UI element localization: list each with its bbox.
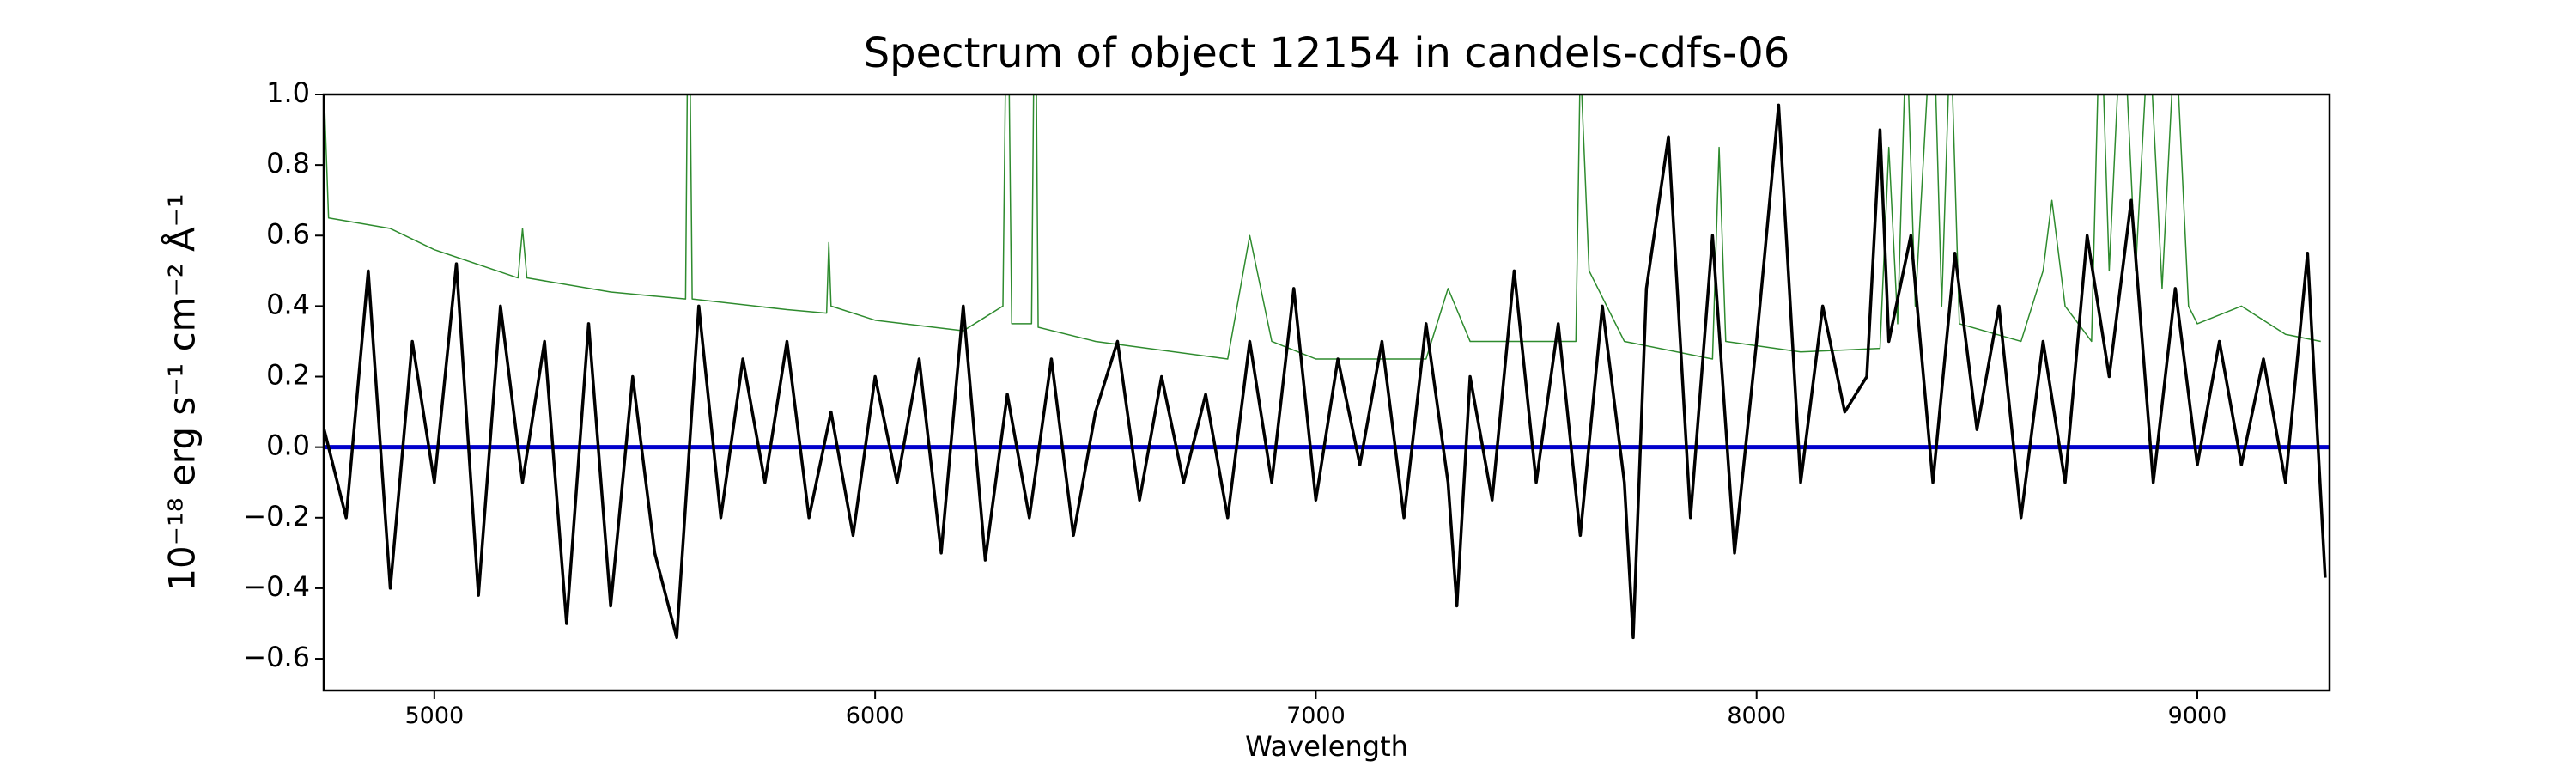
- y-tick-label: 0.4: [266, 288, 310, 320]
- chart-title: Spectrum of object 12154 in candels-cdfs…: [864, 29, 1790, 77]
- plot-area: [324, 94, 2330, 640]
- y-tick-label: −0.2: [243, 500, 310, 533]
- y-tick-label: 0.0: [266, 429, 310, 462]
- y-tick-label: −0.4: [243, 570, 310, 603]
- y-tick-label: −0.6: [243, 641, 310, 673]
- y-tick-label: 0.6: [266, 217, 310, 250]
- plot-frame: [322, 93, 2331, 692]
- spectrum-line: [324, 103, 2327, 640]
- x-tick-label: 5000: [404, 703, 464, 729]
- x-tick-label: 9000: [2168, 703, 2227, 729]
- y-tick-label: 0.2: [266, 359, 310, 392]
- y-axis-label: 10⁻¹⁸ erg s⁻¹ cm⁻² Å⁻¹: [161, 193, 204, 591]
- y-tick-label: 0.8: [266, 147, 310, 180]
- x-tick-label: 7000: [1286, 703, 1346, 729]
- x-tick-label: 8000: [1727, 703, 1786, 729]
- spectrum-line: [324, 94, 2321, 360]
- x-tick-label: 6000: [846, 703, 905, 729]
- x-axis-label: Wavelength: [1245, 730, 1408, 763]
- y-tick-label: 1.0: [266, 76, 310, 109]
